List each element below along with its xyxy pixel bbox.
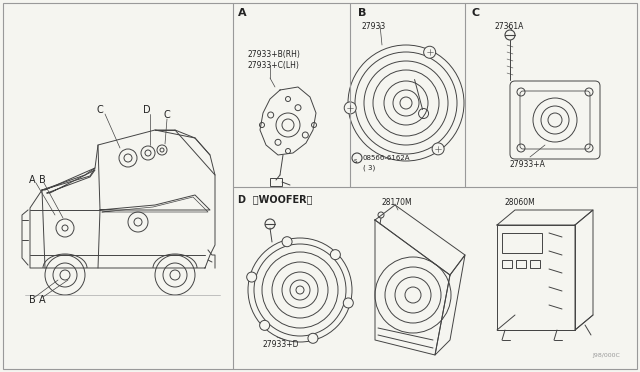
Text: C: C [164, 110, 170, 120]
Text: C: C [97, 105, 104, 115]
Circle shape [424, 46, 436, 58]
Text: 27933: 27933 [362, 22, 387, 31]
Bar [497, 225, 575, 330]
Bar [270, 178, 282, 186]
Text: 28170M: 28170M [382, 198, 413, 207]
Circle shape [246, 272, 257, 282]
Circle shape [330, 250, 340, 260]
Text: 27361A: 27361A [495, 22, 524, 31]
Text: B: B [38, 175, 45, 185]
Bar [530, 260, 540, 268]
Text: B: B [29, 295, 35, 305]
Text: D: D [143, 105, 151, 115]
Text: 27933+D: 27933+D [263, 340, 300, 349]
Text: C: C [472, 8, 480, 18]
Circle shape [282, 237, 292, 247]
Circle shape [260, 320, 269, 330]
Bar [502, 260, 512, 268]
Text: B: B [358, 8, 366, 18]
Text: ( 3): ( 3) [363, 165, 375, 171]
Bar [502, 233, 542, 253]
Text: A: A [29, 175, 35, 185]
Text: A: A [38, 295, 45, 305]
Text: 08566-6162A: 08566-6162A [363, 155, 410, 161]
Text: S: S [353, 158, 356, 164]
Text: D  〈WOOFER〉: D 〈WOOFER〉 [238, 194, 312, 204]
Text: J98/000C: J98/000C [592, 353, 620, 358]
Text: 27933+A: 27933+A [510, 160, 546, 169]
Text: A: A [238, 8, 246, 18]
Bar [516, 260, 526, 268]
Circle shape [343, 298, 353, 308]
Text: 28060M: 28060M [505, 198, 536, 207]
Circle shape [432, 143, 444, 155]
Text: 27933+C(LH): 27933+C(LH) [248, 61, 300, 70]
Circle shape [308, 333, 318, 343]
Text: 27933+B(RH): 27933+B(RH) [248, 50, 301, 59]
Circle shape [344, 102, 356, 114]
